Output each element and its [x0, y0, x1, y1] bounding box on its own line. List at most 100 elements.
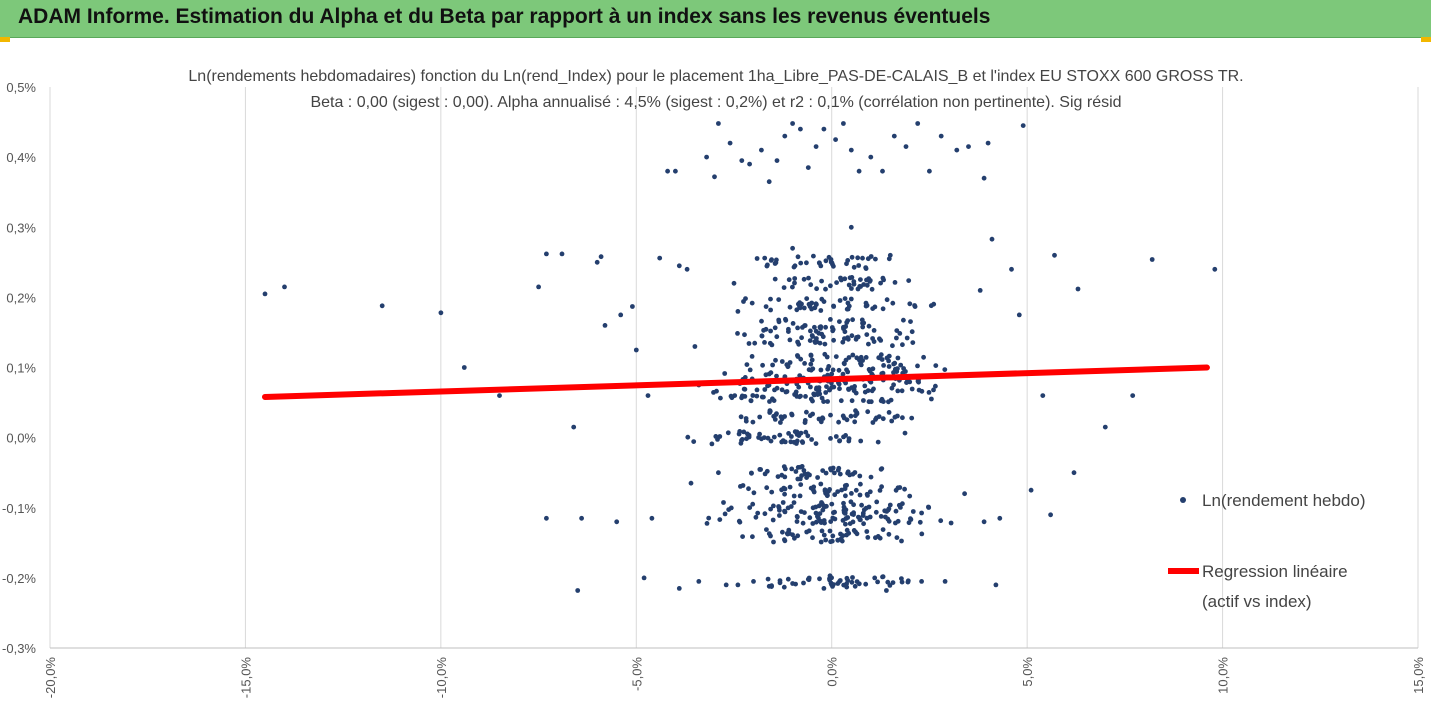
data-point [757, 414, 763, 420]
data-point [809, 437, 814, 442]
data-point [822, 341, 828, 347]
data-point [933, 363, 939, 368]
data-point [814, 286, 819, 292]
data-point [891, 370, 896, 375]
data-point [736, 518, 742, 524]
data-point [828, 257, 834, 262]
data-point [821, 586, 827, 591]
data-point [844, 417, 850, 423]
data-point [905, 578, 911, 584]
data-point [846, 282, 852, 288]
banner-corner-left [0, 37, 10, 42]
data-point [649, 515, 655, 521]
data-point [770, 362, 775, 368]
x-tick-label: -5,0% [629, 657, 644, 691]
data-point [902, 430, 908, 436]
data-point [846, 386, 851, 392]
data-point [880, 168, 885, 174]
data-point [878, 338, 884, 343]
data-point [865, 388, 871, 393]
data-point [794, 441, 799, 446]
data-point [887, 502, 893, 508]
data-point [900, 415, 905, 421]
data-point [772, 325, 778, 331]
data-point [777, 513, 782, 518]
data-point [908, 319, 913, 324]
data-point [780, 438, 786, 443]
data-point [741, 386, 747, 392]
data-point [886, 364, 892, 369]
data-point [886, 531, 892, 537]
data-point [909, 415, 915, 421]
data-point [834, 280, 839, 285]
data-point [852, 419, 858, 425]
data-point [837, 471, 843, 477]
data-point [837, 386, 842, 392]
data-point [828, 539, 833, 545]
x-tick-label: 10,0% [1216, 657, 1231, 694]
data-point [832, 492, 838, 498]
data-point [897, 331, 903, 336]
data-point [817, 340, 823, 346]
data-point [830, 515, 836, 521]
data-point [875, 579, 880, 585]
data-point [746, 486, 751, 492]
data-point [813, 301, 819, 307]
data-point [764, 485, 770, 491]
data-point [814, 385, 819, 391]
data-point [825, 492, 830, 498]
data-point [743, 416, 749, 421]
data-point [773, 357, 778, 363]
data-point [885, 516, 891, 522]
data-point [808, 352, 814, 358]
data-point [830, 533, 836, 539]
data-point [879, 484, 884, 490]
data-point [819, 500, 824, 505]
data-point [819, 296, 825, 302]
data-point [886, 256, 892, 262]
data-point [799, 464, 805, 469]
data-point [749, 354, 755, 359]
data-point [801, 276, 807, 282]
data-point [787, 337, 793, 343]
data-point [774, 373, 779, 379]
data-point [810, 366, 816, 372]
data-point [1020, 123, 1026, 128]
data-point [630, 304, 635, 309]
data-point [849, 579, 855, 585]
data-point [912, 303, 917, 308]
scatter-points [262, 121, 1218, 593]
data-point [850, 471, 856, 477]
data-point [890, 580, 896, 585]
data-point [835, 489, 841, 494]
data-point [781, 285, 787, 290]
data-point [804, 529, 810, 535]
data-point [908, 516, 913, 522]
data-point [893, 508, 899, 514]
data-point [820, 415, 825, 421]
data-point [804, 409, 809, 415]
data-point [794, 429, 800, 435]
data-point [863, 505, 869, 511]
data-point [798, 260, 804, 266]
data-point [797, 373, 803, 378]
data-point [808, 282, 814, 288]
data-point [804, 296, 810, 301]
data-point [765, 383, 770, 389]
data-point [931, 387, 936, 393]
data-point [929, 396, 934, 402]
data-point [742, 332, 747, 338]
data-point [746, 341, 752, 346]
data-point [795, 325, 800, 331]
data-point [808, 485, 814, 491]
data-point [851, 512, 856, 517]
gridlines [49, 87, 1419, 649]
data-point [917, 519, 923, 525]
data-point [1048, 512, 1053, 518]
data-point [899, 538, 904, 544]
data-point [771, 434, 777, 440]
y-tick-label: 0,5% [6, 80, 36, 95]
data-point [497, 393, 502, 398]
data-point [761, 394, 766, 400]
data-point [789, 466, 795, 472]
